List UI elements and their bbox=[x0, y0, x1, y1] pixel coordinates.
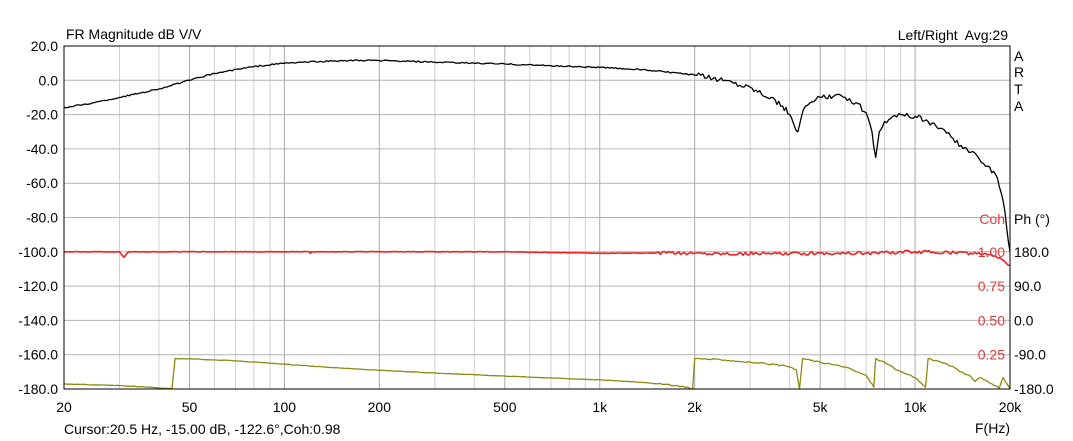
x-tick-label: 10k bbox=[904, 399, 928, 415]
coherence-tick-label: 0.25 bbox=[978, 347, 1005, 363]
coherence-axis-title: Coh bbox=[979, 211, 1005, 227]
y-tick-label: -120.0 bbox=[18, 278, 58, 294]
y-tick-label: -180.0 bbox=[18, 381, 58, 397]
channel-info: Left/Right Avg:29 bbox=[898, 27, 1008, 43]
y-tick-label: -100.0 bbox=[18, 244, 58, 260]
x-tick-label: 2k bbox=[687, 399, 703, 415]
x-tick-label: 100 bbox=[273, 399, 297, 415]
y-tick-label: 0.0 bbox=[39, 72, 59, 88]
x-tick-label: 500 bbox=[493, 399, 517, 415]
grid-lines bbox=[64, 46, 1010, 389]
phase-tick-labels: 180.0 90.0 0.0 -90.0 -180.0 bbox=[1014, 244, 1054, 397]
brand-letter: A bbox=[1014, 48, 1024, 64]
phase-series-line bbox=[64, 357, 1011, 390]
y-tick-label: 20.0 bbox=[31, 38, 58, 54]
brand-letter: R bbox=[1014, 64, 1024, 80]
coherence-tick-labels: 1.00 0.75 0.50 0.25 bbox=[978, 244, 1005, 363]
y-tick-label: -160.0 bbox=[18, 347, 58, 363]
x-tick-label: 1k bbox=[592, 399, 608, 415]
x-tick-label: 50 bbox=[182, 399, 198, 415]
y-tick-label: -140.0 bbox=[18, 312, 58, 328]
x-tick-labels: 20 50 100 200 500 1k 2k 5k 10k 20k bbox=[56, 399, 1022, 415]
phase-axis-title: Ph (°) bbox=[1014, 211, 1050, 227]
y-tick-labels: 20.0 0.0 -20.0 -40.0 -60.0 -80.0 -100.0 -120.0 -… bbox=[18, 38, 58, 397]
y-tick-label: -60.0 bbox=[26, 175, 58, 191]
x-tick-label: 20k bbox=[999, 399, 1023, 415]
coherence-tick-label: 0.50 bbox=[978, 312, 1005, 328]
y-tick-label: -20.0 bbox=[26, 107, 58, 123]
x-tick-label: 5k bbox=[813, 399, 829, 415]
brand-letter: T bbox=[1014, 81, 1023, 97]
chart-title: FR Magnitude dB V/V bbox=[66, 26, 202, 42]
coherence-tick-label: 1.00 bbox=[978, 244, 1005, 260]
coherence-tick-label: 0.75 bbox=[978, 278, 1005, 294]
magnitude-series-line bbox=[63, 59, 1011, 252]
x-tick-label: 200 bbox=[368, 399, 392, 415]
arta-brand: A R T A bbox=[1014, 48, 1024, 114]
x-axis-unit: F(Hz) bbox=[975, 420, 1010, 436]
y-tick-label: -80.0 bbox=[26, 210, 58, 226]
brand-letter: A bbox=[1014, 98, 1024, 114]
phase-tick-label: 90.0 bbox=[1014, 278, 1041, 294]
coherence-series-line bbox=[64, 249, 1011, 267]
phase-tick-label: -180.0 bbox=[1014, 381, 1054, 397]
phase-tick-label: 0.0 bbox=[1014, 312, 1034, 328]
x-tick-label: 20 bbox=[56, 399, 72, 415]
cursor-readout: Cursor:20.5 Hz, -15.00 dB, -122.6°,Coh:0… bbox=[64, 421, 341, 437]
phase-tick-label: 180.0 bbox=[1014, 244, 1049, 260]
series-group bbox=[63, 59, 1011, 390]
y-tick-label: -40.0 bbox=[26, 141, 58, 157]
phase-tick-label: -90.0 bbox=[1014, 347, 1046, 363]
plot-frame bbox=[63, 45, 1011, 390]
